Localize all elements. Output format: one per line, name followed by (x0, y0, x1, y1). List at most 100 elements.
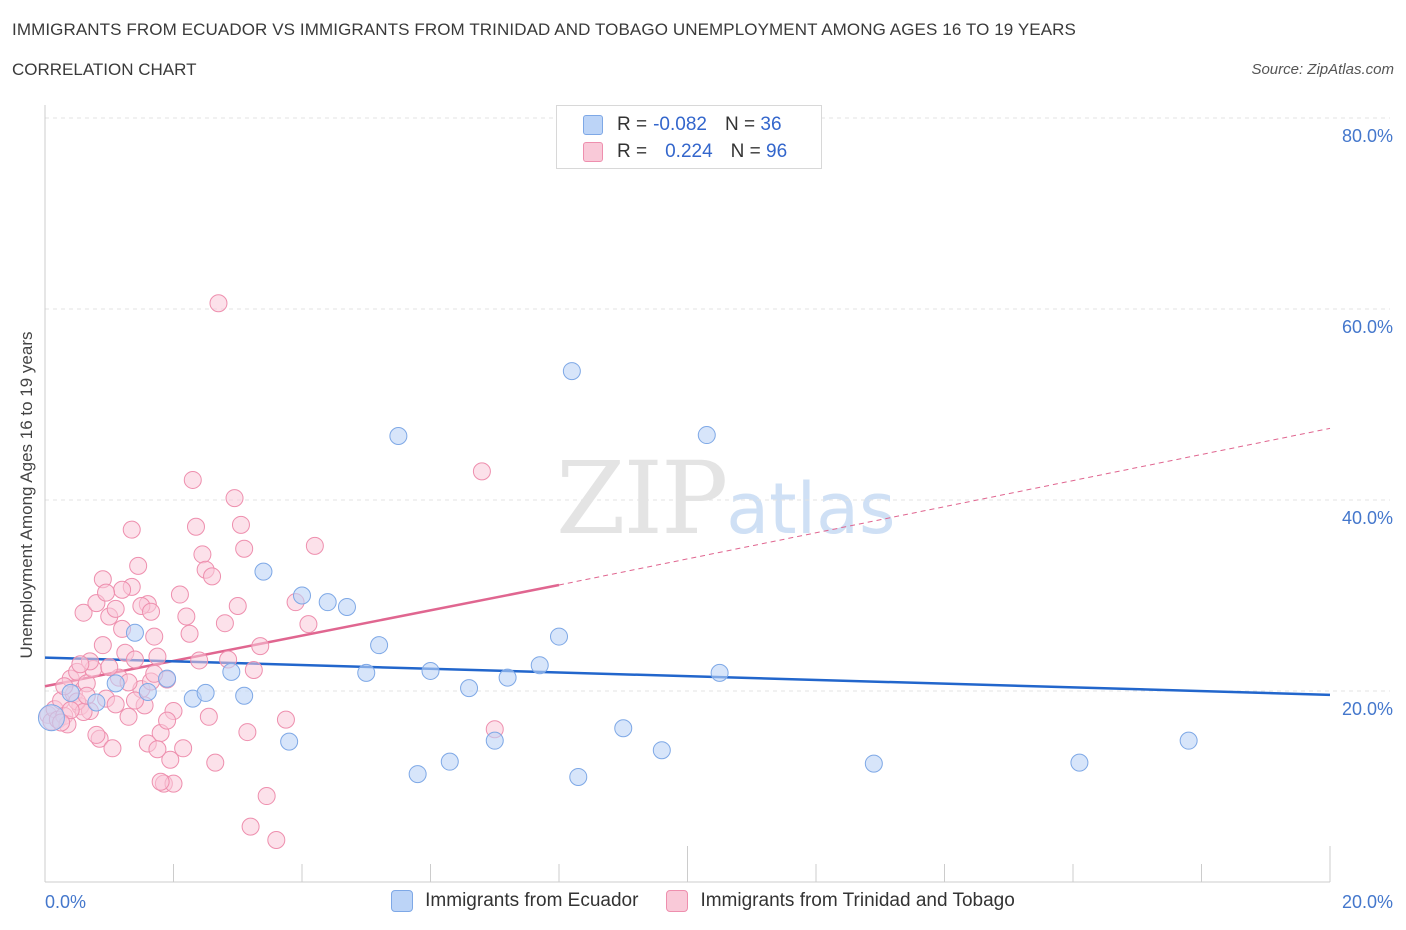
y-tick-label: 20.0% (1342, 699, 1393, 719)
data-point-ecuador (864, 754, 883, 773)
data-point-ecuador (550, 627, 568, 646)
data-point-ecuador (125, 623, 144, 642)
points-ecuador (37, 362, 1198, 786)
data-point-ecuador (460, 679, 479, 698)
data-point-trinidad-tobago (125, 650, 144, 669)
data-point-ecuador (569, 767, 588, 786)
series-legend: Immigrants from Ecuador Immigrants from … (0, 890, 1406, 912)
data-point-ecuador (530, 656, 549, 675)
y-tick-label: 40.0% (1342, 508, 1393, 528)
data-point-trinidad-tobago (174, 739, 193, 758)
data-point-ecuador (614, 719, 633, 738)
data-point-trinidad-tobago (170, 585, 189, 604)
data-point-trinidad-tobago (238, 723, 257, 742)
legend-n-label: N = (724, 114, 756, 135)
axes (44, 105, 1331, 883)
legend-row-ecuador: R = -0.082 N = 36 (583, 113, 782, 137)
data-point-ecuador (485, 731, 504, 750)
data-point-trinidad-tobago (199, 707, 218, 726)
data-point-ecuador (235, 686, 254, 705)
y-tick-label: 60.0% (1342, 317, 1393, 337)
correlation-legend: R = -0.082 N = 36 R = 0.224 N = 96 (556, 105, 822, 169)
points-trinidad-tobago (39, 294, 504, 849)
legend-swatch-trinidad-tobago (666, 890, 689, 912)
legend-r-value: -0.082 (653, 114, 707, 135)
data-point-trinidad-tobago (148, 740, 167, 759)
y-tick-label: 80.0% (1342, 126, 1393, 146)
data-point-trinidad-tobago (93, 636, 112, 655)
legend-r-label: R = (617, 114, 648, 135)
legend-swatch-ecuador (391, 890, 414, 912)
data-point-ecuador (87, 693, 106, 712)
data-point-ecuador (357, 663, 376, 682)
trend-lines (44, 427, 1331, 697)
data-point-trinidad-tobago (235, 539, 254, 558)
data-point-trinidad-tobago (231, 515, 250, 534)
data-point-trinidad-tobago (215, 614, 234, 633)
data-point-trinidad-tobago (113, 580, 132, 599)
data-point-trinidad-tobago (177, 607, 196, 626)
data-point-ecuador (337, 597, 356, 616)
data-point-trinidad-tobago (267, 830, 286, 849)
data-point-trinidad-tobago (472, 462, 491, 481)
data-point-trinidad-tobago (158, 711, 177, 730)
data-point-trinidad-tobago (186, 517, 205, 536)
data-point-trinidad-tobago (97, 583, 116, 602)
data-point-ecuador (440, 752, 459, 771)
data-point-trinidad-tobago (71, 655, 90, 674)
data-point-ecuador (61, 683, 80, 702)
data-point-ecuador (1070, 753, 1089, 772)
data-point-ecuador (697, 426, 716, 445)
source-label: Source: ZipAtlas.com (1251, 61, 1394, 78)
data-point-ecuador (280, 732, 299, 751)
watermark: ZIPatlas (556, 440, 895, 557)
data-point-ecuador (370, 636, 389, 655)
legend-r-label: R = (617, 141, 648, 162)
data-point-ecuador (222, 662, 241, 681)
data-point-trinidad-tobago (129, 556, 148, 575)
data-point-trinidad-tobago (193, 545, 212, 564)
legend-item-trinidad-tobago[interactable]: Immigrants from Trinidad and Tobago (666, 890, 1015, 912)
legend-n-value: 36 (760, 114, 782, 135)
legend-n-label: N = (730, 141, 761, 162)
tick-labels: 20.0% 40.0% 60.0% 80.0% 0.0% 20.0% (45, 126, 1393, 912)
legend-label-ecuador: Immigrants from Ecuador (425, 890, 639, 911)
data-point-ecuador (421, 661, 440, 680)
data-point-trinidad-tobago (206, 753, 225, 772)
data-point-trinidad-tobago (180, 624, 199, 643)
data-point-ecuador (652, 741, 671, 760)
grid-lines (45, 117, 1390, 692)
data-point-ecuador (293, 586, 311, 605)
trend-line-trinidad-tobago (44, 583, 560, 688)
data-point-trinidad-tobago (151, 772, 170, 791)
legend-r-value: 0.224 (665, 141, 713, 162)
data-point-ecuador (196, 683, 215, 702)
data-point-trinidad-tobago (299, 615, 318, 634)
legend-row-trinidad-tobago: R = 0.224 N = 96 (583, 140, 787, 164)
data-point-ecuador (562, 362, 581, 381)
data-point-trinidad-tobago (190, 651, 209, 670)
data-point-trinidad-tobago (148, 647, 167, 666)
legend-label-trinidad-tobago: Immigrants from Trinidad and Tobago (700, 890, 1015, 911)
data-point-ecuador (158, 669, 177, 688)
data-point-trinidad-tobago (122, 520, 141, 539)
legend-item-ecuador[interactable]: Immigrants from Ecuador (391, 890, 638, 912)
watermark-zip: ZIP (556, 440, 728, 557)
data-point-ecuador (408, 765, 427, 784)
data-point-trinidad-tobago (305, 536, 324, 555)
data-point-trinidad-tobago (125, 691, 144, 710)
data-point-trinidad-tobago (251, 637, 270, 656)
data-point-trinidad-tobago (257, 787, 276, 806)
data-point-trinidad-tobago (244, 660, 263, 679)
data-point-trinidad-tobago (225, 489, 244, 508)
data-point-trinidad-tobago (203, 567, 222, 586)
watermark-atlas: atlas (726, 468, 896, 550)
x-tick-label: 0.0% (45, 892, 86, 912)
data-point-trinidad-tobago (74, 603, 93, 622)
x-tick-label: 20.0% (1342, 892, 1393, 912)
y-axis-label: Unemployment Among Ages 16 to 19 years (17, 332, 36, 659)
data-point-trinidad-tobago (145, 627, 164, 646)
data-point-trinidad-tobago (183, 470, 202, 489)
data-point-ecuador (318, 593, 337, 612)
data-point-ecuador (37, 704, 65, 732)
